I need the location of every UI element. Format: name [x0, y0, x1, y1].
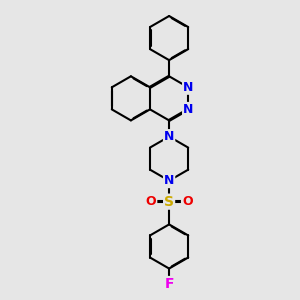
Text: O: O [182, 195, 193, 208]
Text: S: S [164, 195, 174, 208]
Text: N: N [164, 130, 174, 143]
Text: N: N [183, 103, 194, 116]
Text: O: O [146, 195, 156, 208]
Text: N: N [164, 174, 174, 187]
Text: F: F [164, 277, 174, 291]
Text: N: N [183, 81, 194, 94]
